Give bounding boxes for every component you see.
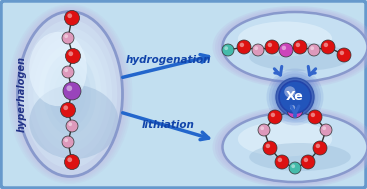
Circle shape [265,40,279,54]
Circle shape [289,162,301,174]
Circle shape [322,126,326,130]
Ellipse shape [54,69,86,119]
Ellipse shape [23,20,117,168]
Ellipse shape [44,53,96,135]
Text: Xe: Xe [286,91,304,104]
FancyArrowPatch shape [291,106,299,116]
Circle shape [263,141,277,155]
Text: hyperhalogen: hyperhalogen [17,56,27,132]
Ellipse shape [238,22,332,57]
Ellipse shape [249,143,351,171]
Circle shape [270,113,275,117]
Ellipse shape [18,12,123,177]
Ellipse shape [39,44,102,143]
Circle shape [308,44,320,56]
Circle shape [293,40,307,54]
Ellipse shape [59,77,80,111]
Circle shape [64,68,68,72]
Ellipse shape [29,85,119,159]
Ellipse shape [33,36,107,152]
Circle shape [222,44,234,56]
Circle shape [337,48,351,62]
Ellipse shape [212,6,367,88]
Circle shape [63,82,81,100]
Ellipse shape [215,8,367,87]
Circle shape [62,66,74,78]
Circle shape [64,34,68,38]
Circle shape [65,49,80,64]
Ellipse shape [238,122,332,156]
FancyArrowPatch shape [275,66,282,75]
Circle shape [310,46,314,50]
Circle shape [62,32,74,44]
Ellipse shape [10,5,131,183]
Circle shape [68,51,73,56]
Circle shape [268,110,282,124]
Circle shape [252,44,264,56]
Circle shape [224,46,228,50]
Circle shape [287,102,303,118]
Ellipse shape [218,109,367,185]
Circle shape [237,40,251,54]
Circle shape [274,76,316,118]
FancyArrowPatch shape [308,66,316,75]
Circle shape [63,105,68,110]
Circle shape [279,43,293,57]
Circle shape [66,120,78,132]
Circle shape [269,71,321,123]
Circle shape [272,74,319,121]
Circle shape [278,158,282,162]
Circle shape [240,43,244,47]
Circle shape [296,43,300,47]
Circle shape [324,43,328,47]
Circle shape [268,43,272,47]
Ellipse shape [212,106,367,188]
Circle shape [321,40,335,54]
Circle shape [320,124,332,136]
Ellipse shape [218,9,367,85]
Circle shape [62,136,74,148]
Circle shape [291,164,295,168]
Ellipse shape [65,86,75,102]
Ellipse shape [14,9,127,180]
Circle shape [64,138,68,142]
Circle shape [68,157,72,162]
Ellipse shape [215,108,367,187]
Circle shape [276,78,314,116]
Ellipse shape [249,43,351,71]
Circle shape [276,78,313,115]
Circle shape [65,154,80,170]
Circle shape [66,85,72,91]
Circle shape [301,155,315,169]
Ellipse shape [220,111,367,184]
Text: lithiation: lithiation [142,120,195,130]
Circle shape [316,144,320,148]
Circle shape [308,110,322,124]
Circle shape [61,102,76,118]
Circle shape [281,46,286,50]
Circle shape [68,122,72,126]
Ellipse shape [220,11,367,84]
Ellipse shape [7,4,132,184]
Ellipse shape [222,12,367,82]
Circle shape [68,13,72,18]
Circle shape [279,81,311,113]
Ellipse shape [222,112,367,182]
Ellipse shape [28,28,112,160]
Circle shape [260,126,264,130]
Circle shape [310,113,315,117]
Ellipse shape [11,7,128,181]
Ellipse shape [49,61,91,127]
Ellipse shape [29,32,87,106]
Circle shape [313,141,327,155]
Circle shape [266,144,270,148]
Circle shape [290,105,295,110]
Circle shape [304,158,308,162]
Circle shape [340,51,344,55]
Ellipse shape [15,10,124,178]
Circle shape [266,68,323,125]
Circle shape [284,86,295,98]
Circle shape [275,155,289,169]
Circle shape [254,46,258,50]
